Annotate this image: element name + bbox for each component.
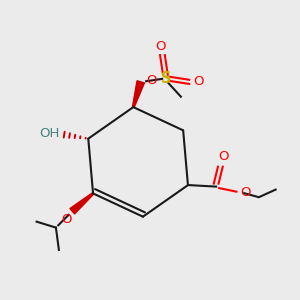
Text: OH: OH [39, 127, 59, 140]
Text: O: O [156, 40, 166, 53]
Polygon shape [133, 81, 145, 107]
Text: O: O [146, 74, 156, 87]
Text: O: O [194, 75, 204, 88]
Text: O: O [61, 213, 71, 226]
Text: S: S [161, 71, 171, 86]
Text: O: O [218, 150, 229, 163]
Polygon shape [70, 193, 94, 214]
Text: O: O [241, 186, 251, 199]
